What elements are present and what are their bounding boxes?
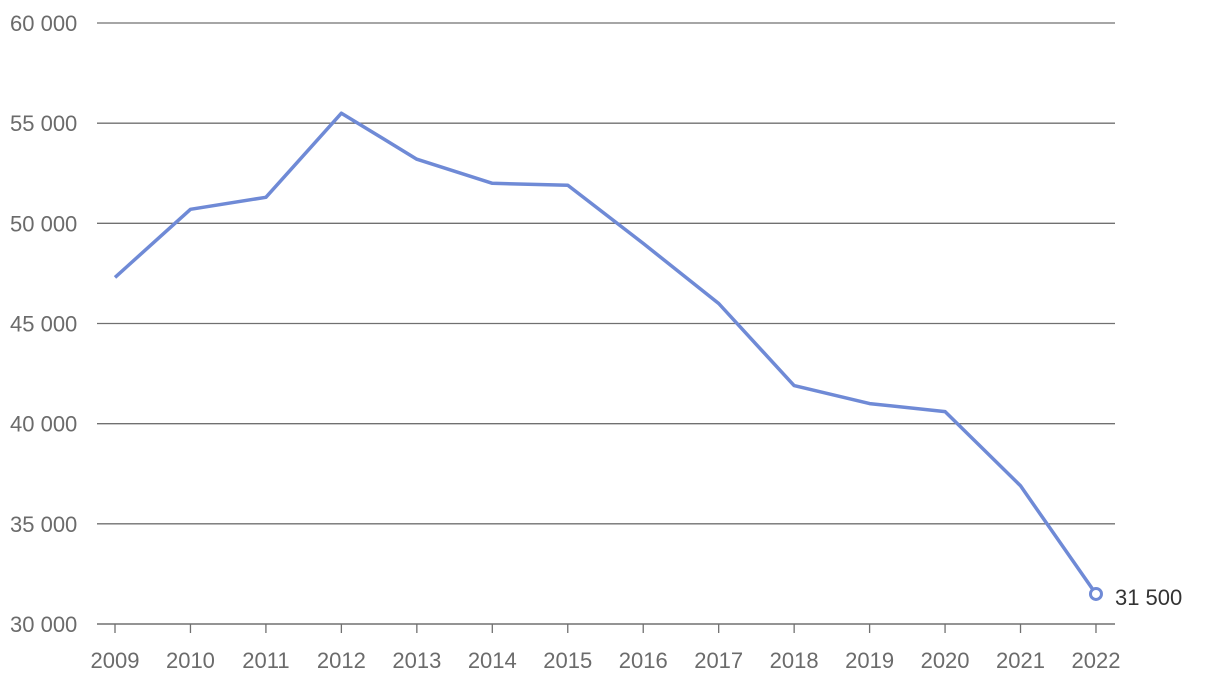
x-tick-label: 2010 [166,648,215,673]
x-tick-label: 2016 [619,648,668,673]
x-tick-label: 2018 [770,648,819,673]
x-tick-label: 2019 [845,648,894,673]
x-tick-label: 2012 [317,648,366,673]
x-tick-label: 2020 [921,648,970,673]
x-tick-label: 2013 [392,648,441,673]
x-tick-label: 2017 [694,648,743,673]
y-tick-label: 55 000 [10,111,77,136]
y-tick-label: 35 000 [10,512,77,537]
x-tick-label: 2022 [1072,648,1121,673]
x-tick-label: 2011 [242,648,289,673]
y-tick-label: 45 000 [10,312,77,337]
y-tick-label: 30 000 [10,612,77,637]
end-value-label: 31 500 [1115,585,1182,610]
x-tick-label: 2009 [91,648,140,673]
series-layer [113,111,1103,601]
x-tick-label: 2014 [468,648,517,673]
x-axis: 2009 2010 2011 2012 2013 2014 2015 2016 2017 2018… [91,624,1121,673]
gridlines [97,22,1115,625]
end-point-marker [1088,586,1103,601]
y-tick-label: 60 000 [10,11,77,36]
series-line [113,111,1098,596]
x-tick-label: 2015 [543,648,592,673]
y-tick-label: 40 000 [10,412,77,437]
x-tick-label: 2021 [996,648,1045,673]
y-axis-ticks: 30 000 35 000 40 000 45 000 50 000 55 000 60 0… [10,11,77,637]
y-tick-label: 50 000 [10,211,77,236]
